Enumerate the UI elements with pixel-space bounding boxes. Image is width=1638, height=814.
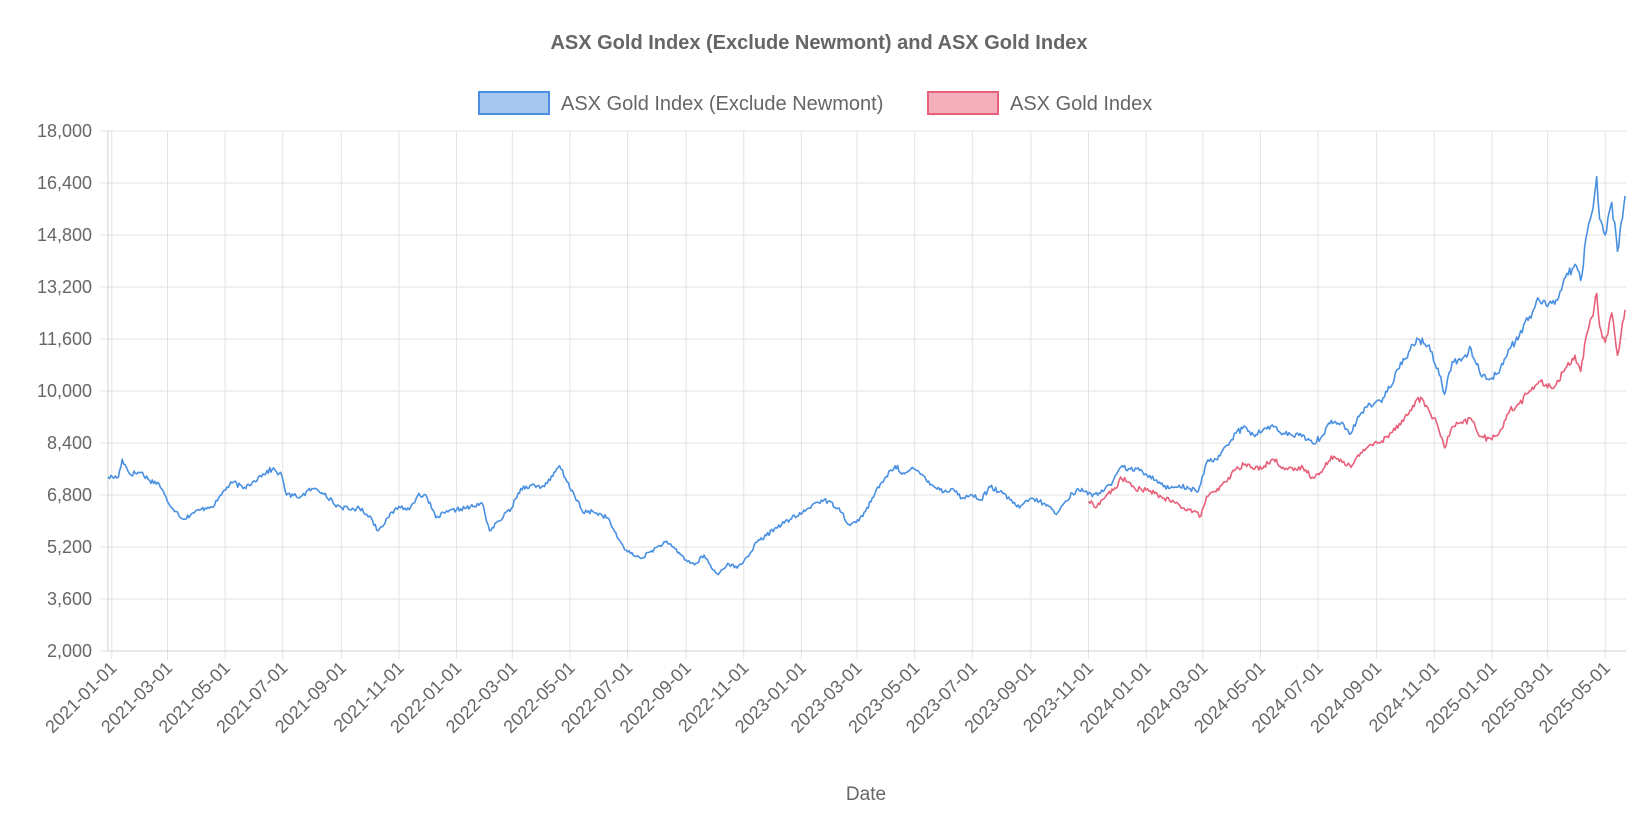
y-tick-label: 6,800 (47, 485, 92, 505)
legend-item[interactable]: ASX Gold Index (Exclude Newmont) (478, 91, 883, 115)
y-tick-label: 16,400 (37, 173, 92, 193)
legend-label: ASX Gold Index (Exclude Newmont) (561, 93, 883, 115)
y-tick-label: 11,600 (38, 329, 92, 349)
y-tick-label: 10,000 (37, 381, 92, 401)
y-tick-label: 2,000 (47, 641, 92, 661)
y-tick-label: 8,400 (47, 433, 92, 453)
series-layer (107, 175, 1626, 576)
x-axis: 2021-01-012021-03-012021-05-012021-07-01… (41, 658, 1614, 737)
chart-title: ASX Gold Index (Exclude Newmont) and ASX… (550, 32, 1087, 54)
legend: ASX Gold Index (Exclude Newmont) ASX Gol… (478, 91, 1152, 115)
legend-label: ASX Gold Index (1010, 93, 1152, 115)
y-tick-label: 18,000 (37, 121, 92, 141)
y-tick-label: 13,200 (37, 277, 92, 297)
x-axis-title: Date (846, 784, 886, 805)
series-line (1087, 292, 1626, 518)
series-line (107, 175, 1626, 576)
y-axis: 2,000 3,600 5,200 6,800 8,400 10,000 11,600 13,… (37, 121, 92, 661)
legend-item[interactable]: ASX Gold Index (927, 91, 1152, 115)
grid (100, 130, 1626, 659)
y-tick-label: 3,600 (47, 589, 92, 609)
y-tick-label: 14,800 (37, 225, 92, 245)
legend-swatch (478, 91, 550, 115)
y-tick-label: 5,200 (47, 537, 92, 557)
legend-swatch (927, 91, 999, 115)
